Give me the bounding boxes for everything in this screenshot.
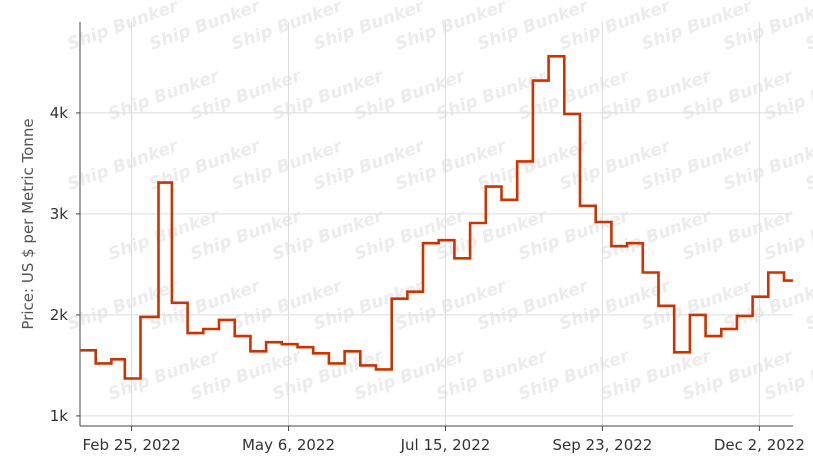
x-tick-label: Feb 25, 2022 [83, 436, 181, 454]
price-series-line [80, 55, 793, 380]
gridlines [80, 22, 793, 426]
x-tick-label: May 6, 2022 [242, 436, 335, 454]
y-tick-label: 4k [50, 104, 69, 122]
y-tick-label: 3k [50, 205, 69, 223]
y-axis-title: Price: US $ per Metric Tonne [19, 118, 37, 329]
y-tick-label: 1k [50, 407, 69, 425]
x-tick-label: Sep 23, 2022 [552, 436, 652, 454]
axes [79, 22, 793, 427]
x-tick-label: Jul 15, 2022 [400, 436, 491, 454]
y-tick-label: 2k [50, 306, 69, 324]
x-tick-label: Dec 2, 2022 [714, 436, 805, 454]
series-layer [79, 55, 793, 380]
tick-labels: 1k 2k 3k 4k Feb 25, 2022 May 6, 2022 Jul 15, 2… [50, 104, 805, 454]
